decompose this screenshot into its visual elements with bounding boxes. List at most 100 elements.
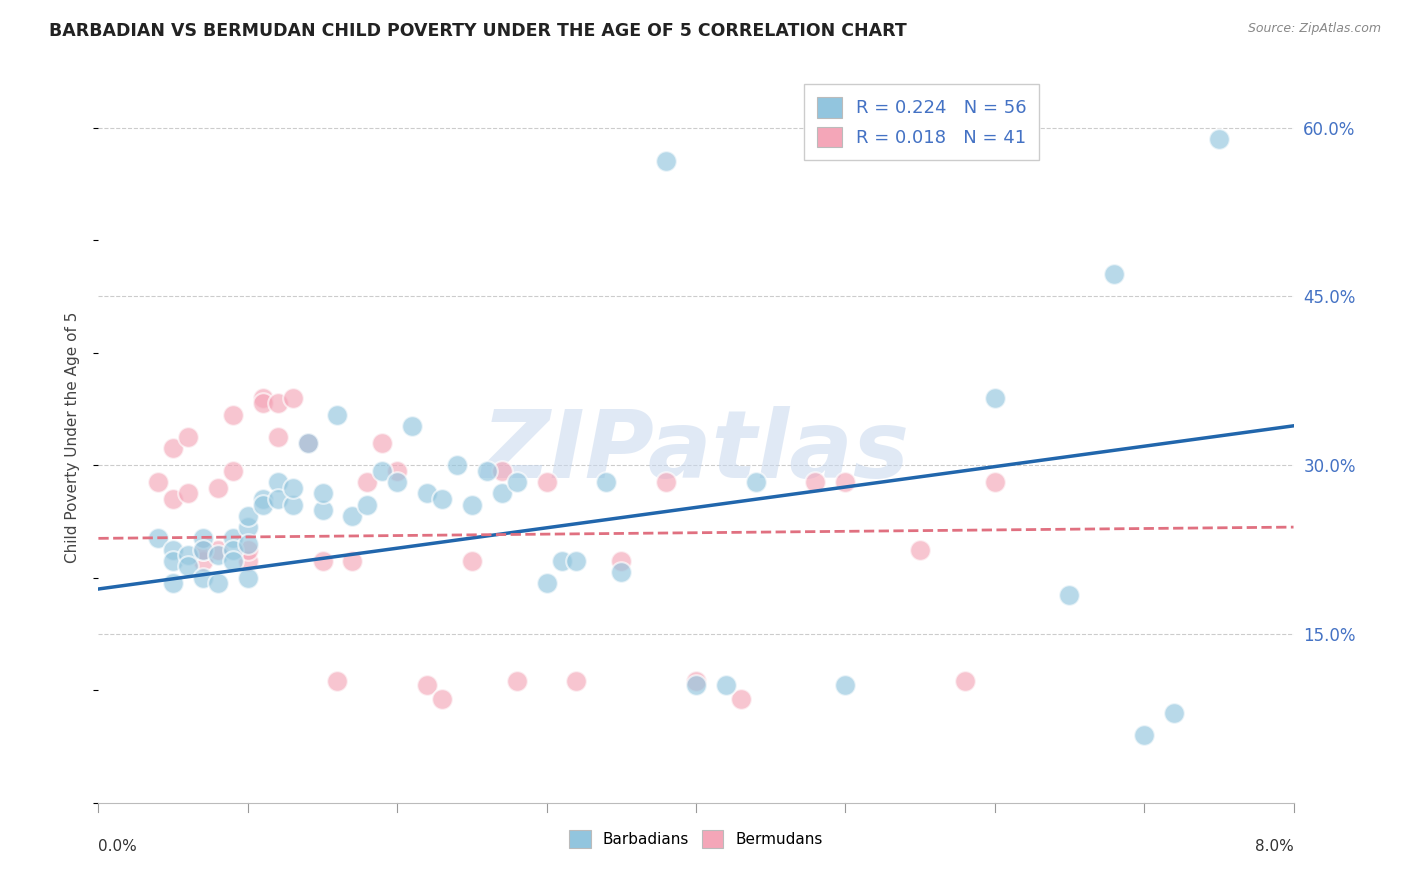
Point [1208,132,1230,146]
Point [236,520,259,534]
Point [281,481,304,495]
Point [162,576,184,591]
Point [1163,706,1185,720]
Point [430,692,453,706]
Point [162,554,184,568]
Point [550,554,572,568]
Point [236,554,259,568]
Point [1059,588,1081,602]
Point [326,408,349,422]
Point [371,464,394,478]
Point [236,508,259,523]
Point [236,542,259,557]
Point [745,475,768,489]
Point [162,491,184,506]
Point [475,464,498,478]
Point [1133,728,1156,742]
Point [236,571,259,585]
Point [356,498,378,512]
Text: 8.0%: 8.0% [1254,839,1294,855]
Point [191,542,214,557]
Point [311,486,333,500]
Point [714,678,737,692]
Point [446,458,468,473]
Point [281,498,304,512]
Point [267,430,290,444]
Point [685,678,707,692]
Point [655,475,678,489]
Point [252,396,274,410]
Point [311,554,333,568]
Point [236,537,259,551]
Text: 0.0%: 0.0% [98,839,138,855]
Point [177,559,200,574]
Point [506,475,529,489]
Point [491,486,513,500]
Point [685,674,707,689]
Point [222,542,245,557]
Point [252,491,274,506]
Point [385,475,409,489]
Point [416,486,439,500]
Point [281,391,304,405]
Y-axis label: Child Poverty Under the Age of 5: Child Poverty Under the Age of 5 [65,311,80,563]
Point [267,491,290,506]
Point [356,475,378,489]
Point [430,491,453,506]
Point [536,576,558,591]
Point [610,554,633,568]
Point [565,674,588,689]
Point [222,408,245,422]
Point [297,435,319,450]
Point [953,674,976,689]
Point [326,674,349,689]
Point [191,542,214,557]
Point [191,571,214,585]
Point [207,542,229,557]
Point [416,678,439,692]
Point [655,154,678,169]
Point [804,475,827,489]
Point [834,678,856,692]
Point [297,435,319,450]
Text: ZIPatlas: ZIPatlas [482,406,910,498]
Point [371,435,394,450]
Point [506,674,529,689]
Point [177,548,200,562]
Point [984,391,1007,405]
Text: Source: ZipAtlas.com: Source: ZipAtlas.com [1247,22,1381,36]
Point [342,508,364,523]
Point [401,418,423,433]
Point [222,532,245,546]
Point [267,396,290,410]
Point [191,554,214,568]
Point [207,576,229,591]
Point [267,475,290,489]
Point [595,475,617,489]
Point [565,554,588,568]
Point [207,548,229,562]
Point [191,532,214,546]
Point [222,464,245,478]
Point [207,481,229,495]
Point [730,692,752,706]
Point [342,554,364,568]
Point [1104,267,1126,281]
Point [461,498,484,512]
Point [834,475,856,489]
Point [610,565,633,579]
Point [252,391,274,405]
Point [177,430,200,444]
Point [536,475,558,489]
Point [148,532,170,546]
Point [177,486,200,500]
Point [984,475,1007,489]
Point [908,542,931,557]
Point [162,542,184,557]
Point [385,464,409,478]
Point [311,503,333,517]
Point [162,442,184,456]
Point [461,554,484,568]
Point [491,464,513,478]
Text: BARBADIAN VS BERMUDAN CHILD POVERTY UNDER THE AGE OF 5 CORRELATION CHART: BARBADIAN VS BERMUDAN CHILD POVERTY UNDE… [49,22,907,40]
